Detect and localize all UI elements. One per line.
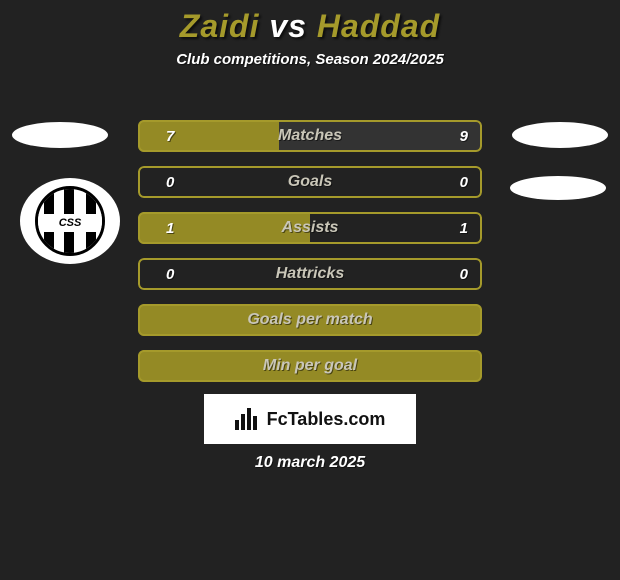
- stat-value-left: 1: [166, 212, 174, 244]
- stat-value-left: 0: [166, 258, 174, 290]
- subtitle: Club competitions, Season 2024/2025: [0, 51, 620, 68]
- club-logo: CSS: [20, 178, 120, 264]
- stat-row: Goals0 0: [138, 166, 482, 198]
- stat-row: Min per goal: [138, 350, 482, 382]
- club-logo-inner: CSS: [35, 186, 105, 256]
- stat-value-left: 0: [166, 166, 174, 198]
- stat-label: Matches: [138, 120, 482, 152]
- stat-row: Goals per match: [138, 304, 482, 336]
- stat-value-right: 9: [460, 120, 468, 152]
- player1-name: Zaidi: [180, 8, 260, 44]
- stat-label: Assists: [138, 212, 482, 244]
- club-logo-text: CSS: [38, 217, 102, 229]
- stat-value-right: 0: [460, 166, 468, 198]
- badge-ellipse-right-2: [510, 176, 606, 200]
- stat-row: Assists1 1: [138, 212, 482, 244]
- root: Zaidi vs Haddad Club competitions, Seaso…: [0, 0, 620, 580]
- stat-value-right: 0: [460, 258, 468, 290]
- stat-label: Hattricks: [138, 258, 482, 290]
- brand-text: FcTables.com: [267, 409, 386, 430]
- stat-row: Matches7 9: [138, 120, 482, 152]
- vs-text: vs: [269, 8, 307, 44]
- brand-icon: [235, 408, 261, 430]
- page-title: Zaidi vs Haddad: [0, 8, 620, 45]
- stat-label: Goals: [138, 166, 482, 198]
- brand-badge[interactable]: FcTables.com: [204, 394, 416, 444]
- stats-bars: Matches79Goals00Assists11Hattricks00Goal…: [138, 120, 482, 396]
- date-text: 10 march 2025: [0, 454, 620, 472]
- stat-label: Goals per match: [138, 304, 482, 336]
- stat-label: Min per goal: [138, 350, 482, 382]
- stat-value-left: 7: [166, 120, 174, 152]
- badge-ellipse-right-1: [512, 122, 608, 148]
- stat-row: Hattricks0 0: [138, 258, 482, 290]
- badge-ellipse-left: [12, 122, 108, 148]
- stat-value-right: 1: [460, 212, 468, 244]
- player2-name: Haddad: [317, 8, 440, 44]
